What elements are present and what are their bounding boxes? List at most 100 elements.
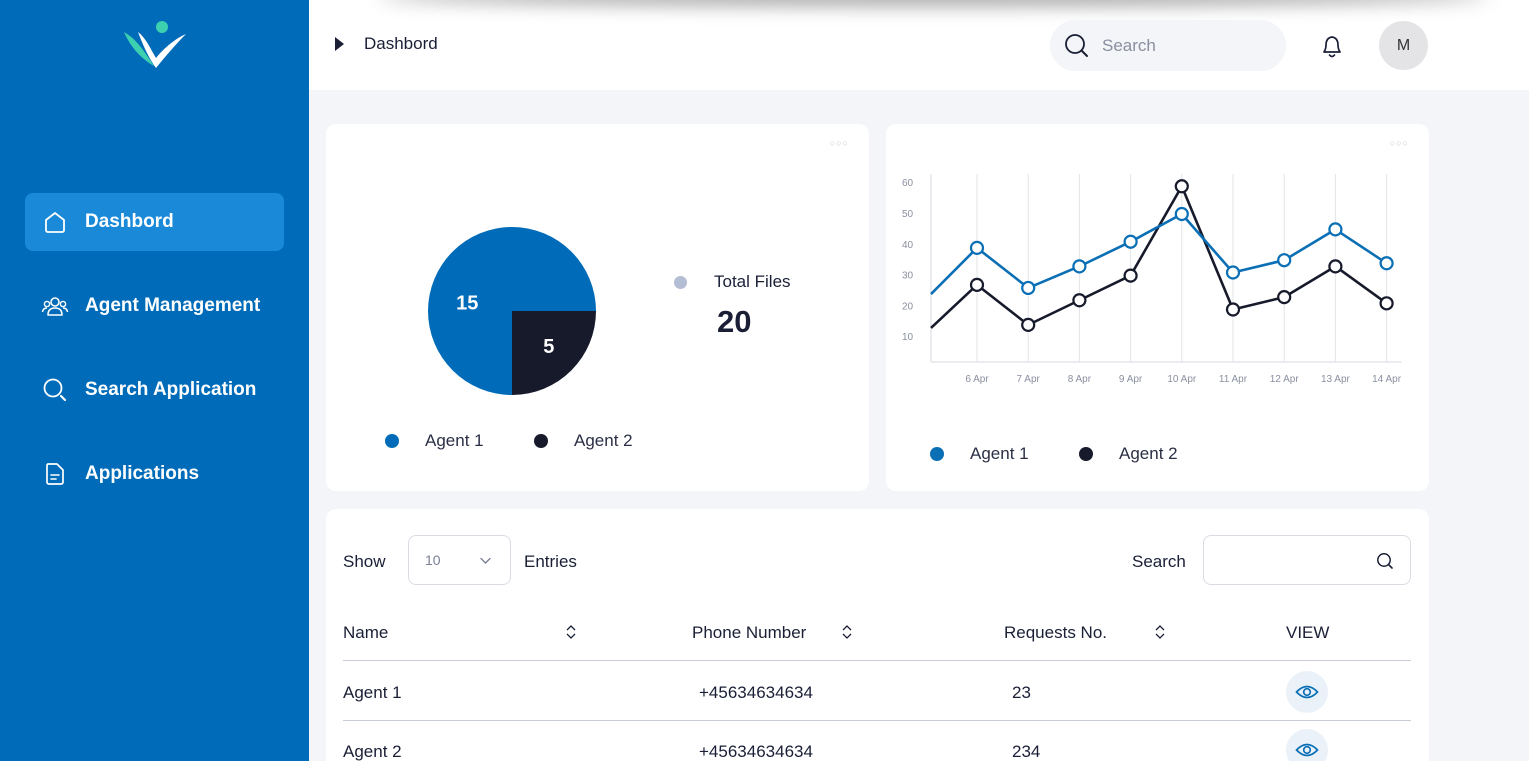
data-point: [1328, 259, 1343, 274]
view-button[interactable]: [1286, 671, 1328, 713]
legend-dot: [385, 434, 399, 448]
view-button[interactable]: [1286, 729, 1328, 761]
table-search: [1203, 535, 1411, 585]
legend-dot: [1079, 447, 1093, 461]
x-tick-label: 8 Apr: [1068, 374, 1092, 385]
pie-slice-agent-2: [512, 311, 596, 395]
column-label: Requests No.: [1004, 623, 1107, 642]
data-point: [969, 277, 985, 292]
data-point: [1072, 259, 1087, 274]
data-point: [1174, 206, 1189, 222]
data-point: [1328, 222, 1343, 237]
breadcrumb-label: Dashbord: [364, 34, 438, 53]
eye-icon: [1295, 685, 1319, 699]
sidebar: Dashbord Agent Management Search Applica…: [0, 0, 309, 761]
line-chart-card: ○○○ 60 50 40 30 20 10 6 Apr 7 Apr 8 Apr 9 Apr 10 A…: [886, 124, 1429, 491]
data-point: [1277, 253, 1292, 268]
total-files-label: Total Files: [714, 272, 791, 291]
pie-chart-card: ○○○ 5 15 Total Files 20 Agent 1 Agent 2: [326, 124, 869, 491]
sidebar-item-search-application[interactable]: Search Application: [25, 361, 284, 419]
legend-label: Agent 1: [970, 444, 1029, 463]
y-tick-label: 10: [902, 332, 914, 343]
header-divider: [343, 660, 1411, 661]
pie-chart: 5 15: [428, 227, 596, 395]
column-header-phone[interactable]: Phone Number: [692, 623, 806, 643]
data-point: [1379, 256, 1394, 271]
pie-legend-agent-2: Agent 2: [534, 431, 633, 451]
eye-icon: [1295, 743, 1319, 757]
legend-label: Agent 1: [425, 431, 484, 450]
agents-table-card: Show 10 Entries Search Name Phone Number…: [326, 509, 1429, 761]
home-icon: [41, 208, 69, 236]
sidebar-item-agent-management[interactable]: Agent Management: [25, 277, 284, 335]
search-icon: [41, 376, 69, 404]
avatar[interactable]: M: [1379, 21, 1428, 70]
search-icon: [1377, 553, 1393, 569]
column-header-name[interactable]: Name: [343, 623, 388, 643]
chevron-down-icon: [480, 557, 491, 564]
cell-phone: +45634634634: [699, 742, 813, 761]
row-divider: [343, 720, 1411, 721]
series-line-agent-1: [930, 212, 1388, 295]
column-header-view: VIEW: [1286, 623, 1329, 643]
x-tick-label: 9 Apr: [1119, 374, 1143, 385]
pie-value-label: 5: [543, 336, 554, 358]
line-legend-agent-2: Agent 2: [1079, 444, 1178, 464]
users-icon: [41, 292, 69, 320]
column-label: VIEW: [1286, 623, 1330, 642]
sort-icon[interactable]: [841, 624, 853, 640]
data-point: [1021, 280, 1036, 296]
show-label: Show: [343, 552, 386, 571]
column-label: Phone Number: [692, 623, 807, 642]
sidebar-item-label: Search Application: [85, 379, 257, 400]
column-header-requests[interactable]: Requests No.: [1004, 623, 1107, 643]
sidebar-item-label: Applications: [85, 463, 200, 484]
cell-requests: 234: [1012, 742, 1041, 761]
column-label: Name: [343, 623, 389, 642]
sort-icon[interactable]: [565, 624, 577, 640]
x-tick-label: 13 Apr: [1321, 374, 1351, 385]
data-point: [969, 240, 985, 255]
y-tick-label: 50: [902, 209, 914, 220]
x-tick-label: 7 Apr: [1017, 374, 1041, 385]
cell-requests: 23: [1012, 683, 1031, 702]
pie-slice-agent-1: [428, 227, 596, 395]
x-tick-label: 12 Apr: [1270, 374, 1300, 385]
bell-icon[interactable]: [1319, 32, 1345, 60]
series-line-agent-2: [930, 184, 1388, 329]
data-point: [1277, 290, 1292, 305]
entries-select[interactable]: 10: [408, 535, 511, 585]
entries-label: Entries: [524, 552, 577, 571]
x-tick-label: 10 Apr: [1167, 374, 1197, 385]
sidebar-item-dashbord[interactable]: Dashbord: [25, 193, 284, 251]
top-bar: Dashbord M: [309, 0, 1529, 90]
total-files-dot: [674, 276, 687, 289]
sort-icon[interactable]: [1154, 624, 1166, 640]
sidebar-item-label: Dashbord: [85, 211, 174, 232]
entries-value: 10: [425, 552, 441, 568]
header-search-input[interactable]: [1102, 35, 1262, 56]
x-tick-label: 14 Apr: [1372, 374, 1402, 385]
file-icon: [41, 460, 69, 488]
legend-label: Agent 2: [1119, 444, 1178, 463]
line-chart: 60 50 40 30 20 10 6 Apr 7 Apr 8 Apr 9 Apr 10 Apr 11…: [902, 174, 1402, 385]
avatar-initial: M: [1396, 36, 1411, 54]
data-point: [1225, 302, 1241, 317]
pie-legend-agent-1: Agent 1: [385, 431, 484, 451]
table-search-input[interactable]: [1214, 536, 1374, 582]
cell-phone: +45634634634: [699, 683, 813, 702]
legend-label: Agent 2: [574, 431, 633, 450]
table-search-label: Search: [1132, 552, 1186, 571]
x-tick-label: 6 Apr: [965, 374, 989, 385]
caret-right-icon[interactable]: [335, 37, 344, 51]
sidebar-item-applications[interactable]: Applications: [25, 445, 284, 503]
data-point: [1123, 268, 1138, 283]
sidebar-item-label: Agent Management: [85, 295, 261, 316]
header-search: [1050, 20, 1286, 71]
data-point: [1021, 317, 1036, 332]
more-options-icon[interactable]: ○○○: [829, 138, 849, 148]
y-tick-label: 60: [902, 178, 914, 189]
more-options-icon[interactable]: ○○○: [1389, 138, 1409, 148]
pie-value-label: 15: [456, 293, 478, 315]
data-point: [1072, 293, 1087, 308]
